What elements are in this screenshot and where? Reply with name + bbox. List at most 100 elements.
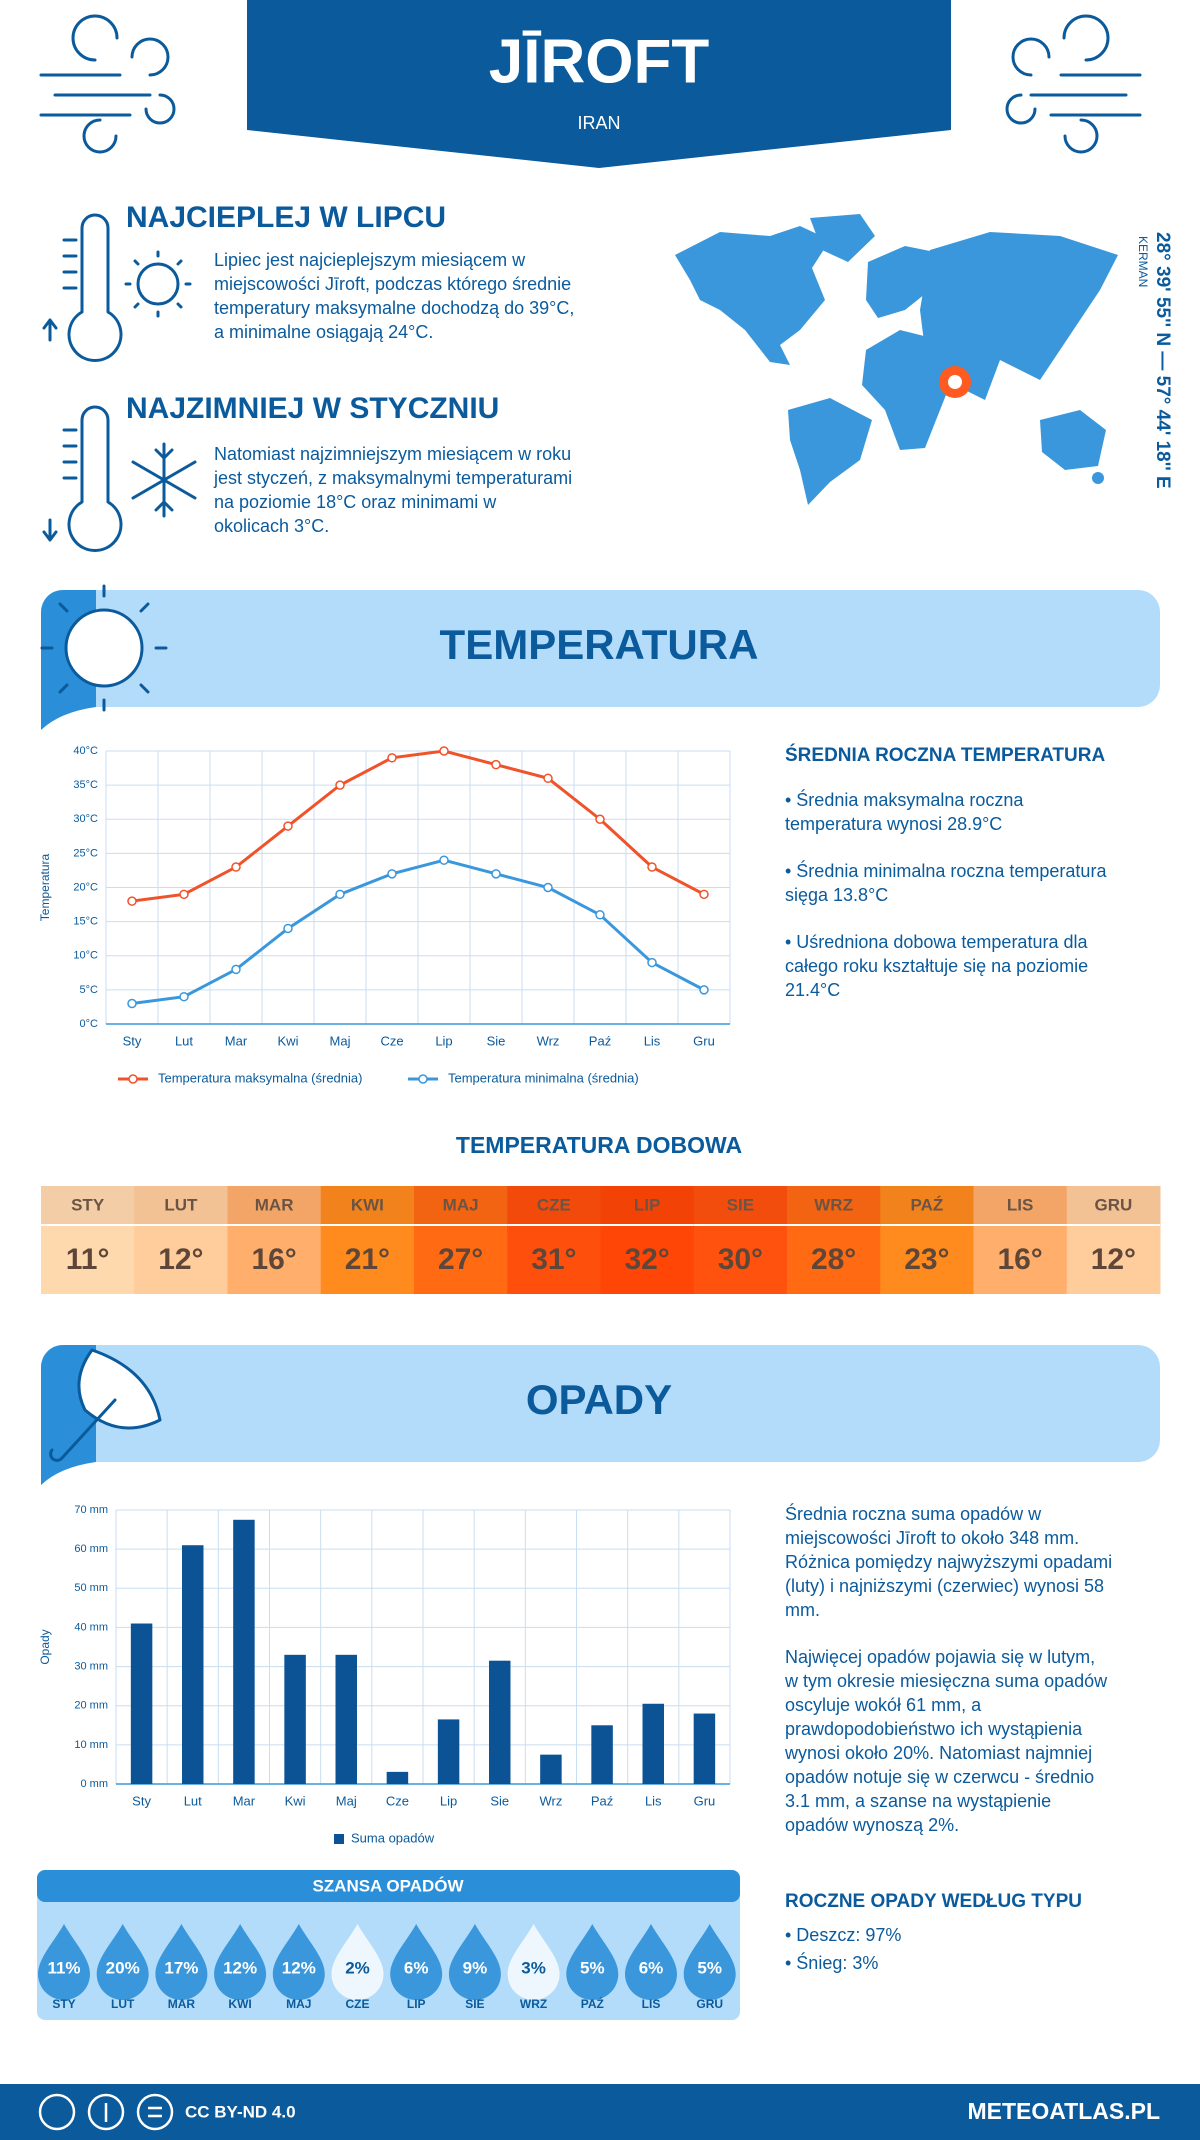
line-series <box>131 749 705 903</box>
legend-swatch <box>334 1834 344 1844</box>
daily-cell <box>134 1186 228 1294</box>
line-point <box>595 910 605 920</box>
y-tick-label: 35°C <box>73 779 98 791</box>
city-title: JĪROFT <box>489 27 710 96</box>
daily-month: LUT <box>164 1195 198 1214</box>
bar <box>591 1725 613 1784</box>
chance-drop <box>331 1924 384 2001</box>
precip-text: Różnica pomiędzy najwyższymi opadami <box>785 1552 1112 1572</box>
precip-text: opadów wynoszą 2%. <box>785 1815 959 1835</box>
daily-title: TEMPERATURA DOBOWA <box>456 1132 742 1158</box>
daily-value: 12° <box>1091 1243 1136 1276</box>
chance-box <box>37 1870 740 2020</box>
chance-month: LIP <box>407 1997 426 2011</box>
precip-type: • Śnieg: 3% <box>785 1952 878 1973</box>
bar <box>540 1754 562 1784</box>
summary-text: • Uśredniona dobowa temperatura dla <box>785 932 1088 952</box>
country: IRAN <box>577 113 620 133</box>
x-tick-label: Lut <box>184 1793 202 1808</box>
y-tick-label: 10°C <box>73 950 98 962</box>
line-point <box>283 923 293 934</box>
bar <box>130 1623 153 1784</box>
x-tick-label: Sty <box>132 1793 151 1808</box>
coldest-text: jest styczeń, z maksymalnymi temperatura… <box>213 468 572 488</box>
daily-header-shade <box>507 1186 601 1224</box>
thermometer-icon <box>42 213 192 362</box>
chance-month: LUT <box>111 1997 135 2011</box>
daily-header-shade <box>973 1186 1068 1224</box>
x-tick-label: Wrz <box>539 1793 562 1808</box>
precip-text: mm. <box>785 1600 820 1620</box>
bar <box>693 1713 716 1784</box>
chance-month: STY <box>52 1997 75 2011</box>
daily-value: 30° <box>718 1243 763 1276</box>
bar <box>335 1654 357 1784</box>
daily-cell <box>1066 1186 1161 1294</box>
daily-value: 21° <box>345 1243 390 1276</box>
x-tick-label: Kwi <box>285 1793 306 1808</box>
region: KERMAN <box>1136 236 1150 287</box>
chance-drop <box>683 1924 736 2001</box>
y-tick-label: 60 mm <box>74 1543 108 1555</box>
line-point <box>647 862 657 872</box>
daily-header-shade <box>320 1186 415 1224</box>
chance-drop <box>272 1924 325 2001</box>
x-tick-label: Maj <box>330 1033 351 1048</box>
daily-month: PAŹ <box>911 1195 944 1214</box>
daily-value: 16° <box>997 1243 1042 1276</box>
summary-text: • Średnia minimalna roczna temperatura <box>785 860 1107 881</box>
y-tick-label: 40°C <box>73 745 98 757</box>
bar <box>642 1703 664 1784</box>
daily-header-shade <box>880 1186 974 1224</box>
daily-cell <box>227 1186 322 1294</box>
x-tick-label: Cze <box>380 1033 403 1048</box>
precip-text: (luty) i najniższymi (czerwiec) wynosi 5… <box>785 1576 1104 1596</box>
chance-month: WRZ <box>520 1997 547 2011</box>
chance-value: 5% <box>580 1958 605 1977</box>
summary-text: • Średnia maksymalna roczna <box>785 789 1024 810</box>
precip-text: 3.1 mm, a szanse na wystąpienie <box>785 1791 1051 1811</box>
y-tick-label: 15°C <box>73 916 98 928</box>
warmest-text: miejscowości Jīroft, podczas którego śre… <box>214 274 571 294</box>
line-point <box>127 998 137 1009</box>
world-map <box>675 214 1118 505</box>
line-point <box>283 821 293 831</box>
precip-text: Najwięcej opadów pojawia się w lutym, <box>785 1647 1095 1667</box>
line-point <box>491 759 501 770</box>
chance-month: KWI <box>228 1997 251 2011</box>
y-tick-label: 0°C <box>80 1018 99 1030</box>
daily-value: 11° <box>66 1243 110 1276</box>
chance-month: CZE <box>346 1997 370 2011</box>
daily-value: 28° <box>811 1243 856 1276</box>
summary-text: 21.4°C <box>785 980 840 1000</box>
daily-value: 32° <box>624 1243 669 1276</box>
warmest-title: NAJCIEPLEJ W LIPCU <box>126 201 446 234</box>
daily-value: 16° <box>251 1243 296 1276</box>
daily-value: 27° <box>438 1243 483 1276</box>
x-tick-label: Sie <box>490 1793 509 1808</box>
chance-month: GRU <box>696 1997 723 2011</box>
warmest-text: temperatury maksymalne dochodzą do 39°C, <box>214 298 574 318</box>
line-point <box>387 869 397 879</box>
chance-drop <box>625 1924 677 2000</box>
line-point <box>231 964 241 975</box>
summary-text: temperatura wynosi 28.9°C <box>785 814 1002 834</box>
chance-value: 11% <box>47 1958 80 1977</box>
header-banner <box>247 0 951 168</box>
chance-title: SZANSA OPADÓW <box>312 1876 464 1895</box>
sun-icon <box>40 584 168 712</box>
x-tick-label: Paź <box>591 1793 613 1808</box>
chance-drop <box>96 1924 149 2000</box>
x-tick-label: Mar <box>225 1033 248 1048</box>
legend-label: Temperatura maksymalna (średnia) <box>158 1070 362 1085</box>
legend-marker <box>418 1074 428 1084</box>
chance-drop <box>214 1924 267 2001</box>
x-tick-label: Cze <box>386 1793 409 1808</box>
daily-month: LIS <box>1007 1195 1033 1214</box>
y-axis-label: Opady <box>38 1629 52 1664</box>
x-tick-label: Maj <box>336 1793 357 1808</box>
daily-cell <box>880 1186 974 1294</box>
line-series <box>131 858 705 1006</box>
chance-drop <box>390 1924 443 2001</box>
site: METEOATLAS.PL <box>967 2098 1160 2124</box>
